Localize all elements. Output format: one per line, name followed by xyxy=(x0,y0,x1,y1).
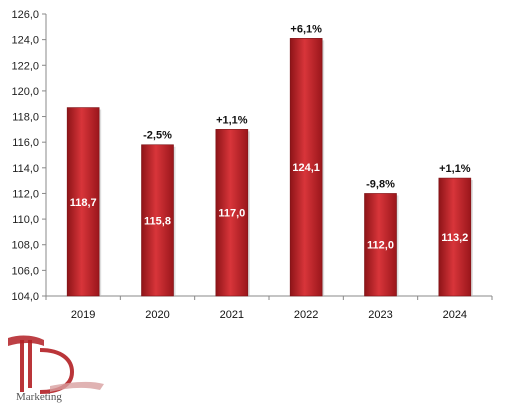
x-tick-label: 2022 xyxy=(294,309,318,321)
logo-text: Marketing xyxy=(16,391,62,403)
y-tick-label: 108,0 xyxy=(11,240,39,252)
bar xyxy=(215,129,249,297)
change-label: +1,1% xyxy=(439,163,471,175)
y-tick-label: 116,0 xyxy=(12,137,39,149)
change-label: -2,5% xyxy=(143,130,172,142)
bar-value-label: 117,0 xyxy=(218,208,245,220)
x-tick-label: 2019 xyxy=(71,309,95,321)
bar-value-label: 115,8 xyxy=(144,215,171,227)
y-tick-label: 110,0 xyxy=(12,214,39,226)
x-tick-label: 2024 xyxy=(443,309,467,321)
y-tick-label: 126,0 xyxy=(11,9,39,21)
y-tick-label: 118,0 xyxy=(12,112,39,124)
y-tick-label: 124,0 xyxy=(11,35,39,47)
change-label: +1,1% xyxy=(216,114,248,126)
change-label: -9,8% xyxy=(366,178,395,190)
logo-mark xyxy=(8,335,44,346)
bar xyxy=(66,107,100,297)
bar xyxy=(141,144,174,297)
logo: Marketing xyxy=(8,335,104,403)
x-tick-labels: 2019 2020 2021 2022 2023 2024 xyxy=(71,309,467,321)
y-tick-label: 104,0 xyxy=(11,291,39,303)
y-tick-label: 106,0 xyxy=(11,265,39,277)
bars: 118,7 115,8 -2,5% 117,0 +1,1% 124,1 +6,1% 112,0… xyxy=(66,23,473,297)
y-tick-labels: 104,0 106,0 108,0 110,0 112,0 114,0 116,0 118,0… xyxy=(11,9,39,303)
change-label: +6,1% xyxy=(290,23,322,35)
bar xyxy=(364,193,397,297)
bar-value-label: 118,7 xyxy=(70,197,97,209)
bar-value-label: 124,1 xyxy=(292,162,320,174)
axes xyxy=(42,13,493,300)
y-tick-label: 112,0 xyxy=(12,188,39,200)
x-tick-label: 2023 xyxy=(368,309,392,321)
x-tick-label: 2021 xyxy=(220,309,244,321)
bar-value-label: 112,0 xyxy=(367,240,394,252)
y-tick-label: 122,0 xyxy=(11,60,39,72)
bar xyxy=(289,38,323,297)
y-tick-label: 114,0 xyxy=(12,163,39,175)
bar-value-label: 113,2 xyxy=(441,232,468,244)
bar xyxy=(438,177,472,297)
y-tick-label: 120,0 xyxy=(11,86,39,98)
x-tick-label: 2020 xyxy=(145,309,169,321)
